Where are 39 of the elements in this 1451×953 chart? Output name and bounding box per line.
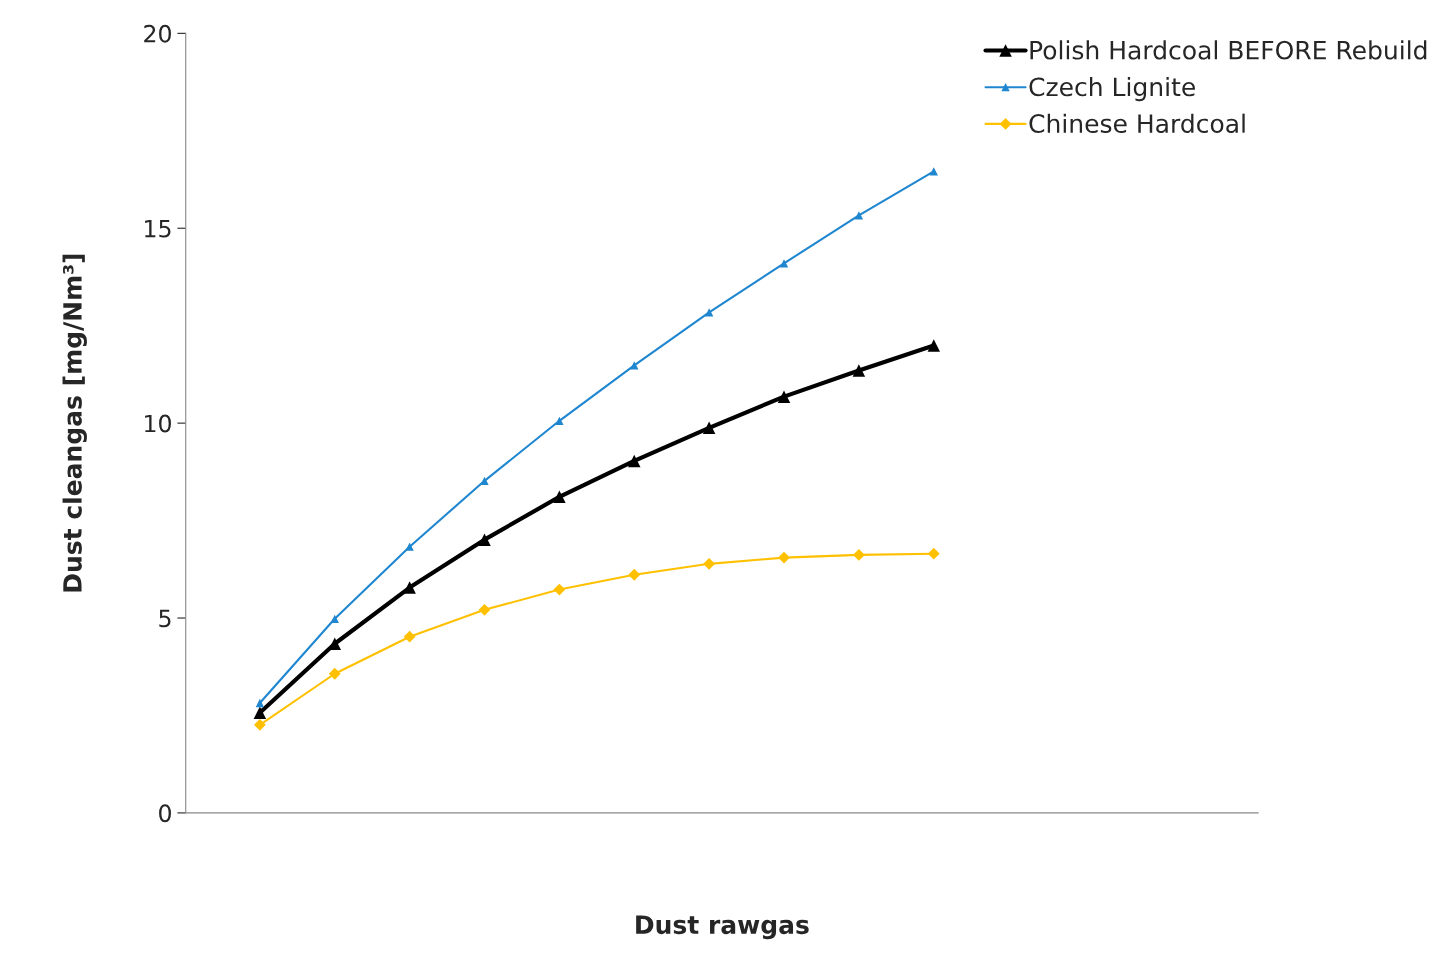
point: [630, 361, 639, 370]
point: [478, 533, 491, 546]
point: [480, 476, 489, 485]
point: [553, 583, 566, 596]
point: [778, 551, 790, 564]
point: [253, 718, 266, 731]
y-tick-label: 0: [159, 804, 171, 823]
point: [929, 167, 938, 176]
point: [854, 211, 864, 220]
y-tick-label: 15: [145, 220, 171, 238]
y-tick-label: 5: [159, 609, 171, 628]
point: [702, 421, 716, 435]
point: [628, 454, 641, 468]
point: [927, 339, 941, 352]
legend-label: Polish Hardcoal BEFORE Rebuild: [1030, 40, 1427, 60]
point: [927, 547, 940, 560]
point: [478, 603, 491, 616]
legend-label: Czech Lignite: [1029, 76, 1195, 102]
point: [853, 548, 865, 561]
legend-label: Chinese Hardcoal: [1029, 113, 1245, 134]
point: [253, 706, 267, 719]
y-axis-title: Dust cleangas [mg/Nm³]: [62, 254, 87, 592]
point: [328, 667, 341, 680]
x-axis-title: Dust rawgas: [636, 915, 809, 940]
y-tick-label: 20: [144, 24, 171, 43]
point: [555, 416, 564, 425]
point: [704, 308, 714, 317]
point: [553, 490, 566, 504]
point: [330, 614, 339, 623]
point: [852, 364, 866, 377]
point: [628, 568, 641, 581]
point: [405, 542, 414, 551]
point: [403, 581, 416, 594]
point: [703, 557, 716, 570]
point: [779, 259, 789, 268]
y-tick-label: 10: [145, 414, 171, 433]
point: [255, 698, 265, 708]
point: [403, 630, 416, 643]
point: [777, 390, 791, 403]
